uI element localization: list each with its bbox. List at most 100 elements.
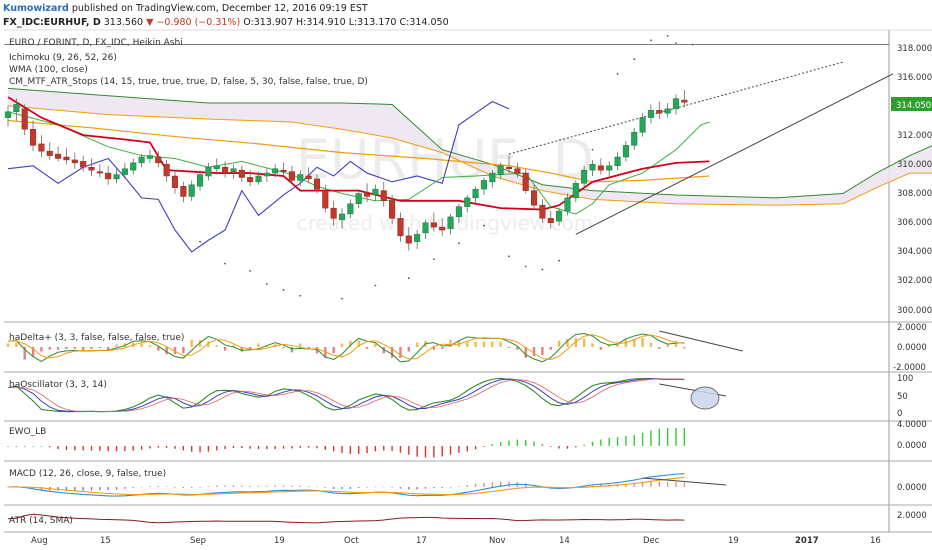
candle-body (489, 172, 496, 183)
hadelta-bar (207, 341, 210, 347)
ewo-bar (650, 430, 652, 446)
ewo-bar (140, 446, 143, 450)
macd-hist-bar (458, 485, 460, 487)
macd-hist-bar (466, 484, 468, 487)
ewo-bar (416, 446, 418, 457)
macd-hist-bar (332, 487, 335, 489)
candle-body (146, 155, 153, 159)
ewo-bar (241, 446, 243, 449)
candle-body (372, 188, 379, 196)
macd-hist-bar (249, 485, 251, 487)
candle-body (105, 172, 112, 180)
trendline (575, 73, 894, 235)
hadelta-bar (516, 347, 519, 350)
ewo-bar (558, 446, 560, 449)
macd-tick: 0.0000 (897, 483, 927, 493)
kijun-line (7, 96, 710, 211)
time-tick: Oct (344, 536, 359, 546)
candle-body (313, 178, 320, 190)
ewo-bar (533, 441, 535, 446)
ewo-bar (525, 439, 527, 446)
macd-hist-bar (650, 481, 652, 487)
ewo-label: EWO_LB (9, 427, 46, 437)
candle-body (171, 175, 179, 188)
ewo-bar (299, 446, 301, 448)
hadelta-bar (608, 344, 611, 347)
ewo-bar (191, 446, 193, 452)
senkou-b-line (7, 105, 932, 206)
candle-body (63, 156, 70, 161)
macd-hist-bar (474, 483, 477, 487)
candle-body (447, 216, 454, 229)
hadelta-bar (441, 347, 444, 349)
ewo-bar (124, 446, 126, 452)
candle-body (121, 168, 128, 175)
header-line-2: FX_IDC:EURHUF, D 313.560 ▼ −0.980 (−0.31… (3, 17, 449, 28)
hadelta-bar (466, 341, 469, 347)
wma-label: WMA (100, close) (9, 65, 88, 75)
ewo-bar (216, 446, 218, 451)
hadelta-bar (315, 347, 319, 354)
atr-stop-dot (199, 240, 201, 243)
ewo-bar (174, 446, 176, 449)
ewo-bar (332, 446, 335, 452)
candle-body (505, 166, 513, 169)
macd-hist-bar (358, 487, 360, 488)
ewo-bar (683, 428, 686, 446)
ewo-bar (483, 446, 485, 447)
ewo-bar (107, 446, 109, 452)
candle-body (130, 162, 137, 171)
ewo-bar (358, 446, 360, 455)
ewo-bar (499, 442, 502, 446)
candle-body (672, 98, 680, 110)
hadelta-bar (658, 347, 661, 349)
author-name[interactable]: Kumowizard (3, 3, 69, 14)
hadelta-bar (48, 347, 51, 350)
candle-body (430, 222, 437, 228)
ewo-bar (616, 436, 619, 446)
ohlc-open: O:313.907 (243, 17, 293, 28)
hadelta-bar (299, 343, 302, 347)
candle-body (138, 156, 145, 164)
macd-hist-bar (683, 482, 686, 487)
ewo-tick: 4.0000 (897, 420, 927, 430)
sub-indicators (6, 330, 743, 524)
ewo-bar (149, 446, 151, 449)
ewo-bar (324, 446, 326, 450)
ewo-bar (291, 446, 293, 449)
time-tick: 15 (100, 536, 111, 546)
hadelta-label: haDelta+ (3, 3, false, false, false, tru… (9, 333, 184, 343)
last-price-badge-text: 314.050 (896, 101, 931, 111)
candle-body (556, 210, 563, 222)
ewo-bar (391, 446, 393, 451)
atr-stop-dot (633, 58, 636, 61)
time-tick: Dec (643, 536, 660, 546)
ewo-bar (82, 446, 84, 451)
candle-body (647, 110, 655, 118)
ewo-bar (341, 446, 343, 454)
time-axis[interactable]: Aug 15 Sep 19 Oct 17 Nov 14 Dec 19 2017 … (31, 536, 881, 546)
ewo-bar (641, 432, 644, 446)
time-tick: 2017 (795, 536, 819, 546)
macd-hist-bar (433, 487, 435, 489)
macd-hist-bar (349, 487, 352, 489)
hadelta-bar (674, 340, 678, 347)
candle-body (46, 150, 53, 156)
ewo-bar (307, 446, 310, 448)
ohlc-high: H:314.910 (296, 17, 346, 28)
atr-stop-dot (650, 39, 652, 42)
price-axis[interactable]: 318.000 316.000 312.000 310.000 308.000 … (891, 44, 932, 316)
ewo-bar (433, 446, 435, 458)
macd-hist-bar (416, 487, 418, 490)
candle-body (622, 145, 629, 158)
haosc-tick: 50 (897, 392, 908, 402)
macd-hist-bar (291, 485, 293, 487)
candle-body (664, 108, 671, 114)
ewo-bar (366, 446, 368, 454)
hadelta-bar (474, 341, 477, 347)
atr-stop-dot (432, 258, 435, 261)
atr-stop-dot (616, 72, 619, 75)
last-price-badge (891, 97, 932, 111)
cloud-fill (8, 88, 932, 206)
